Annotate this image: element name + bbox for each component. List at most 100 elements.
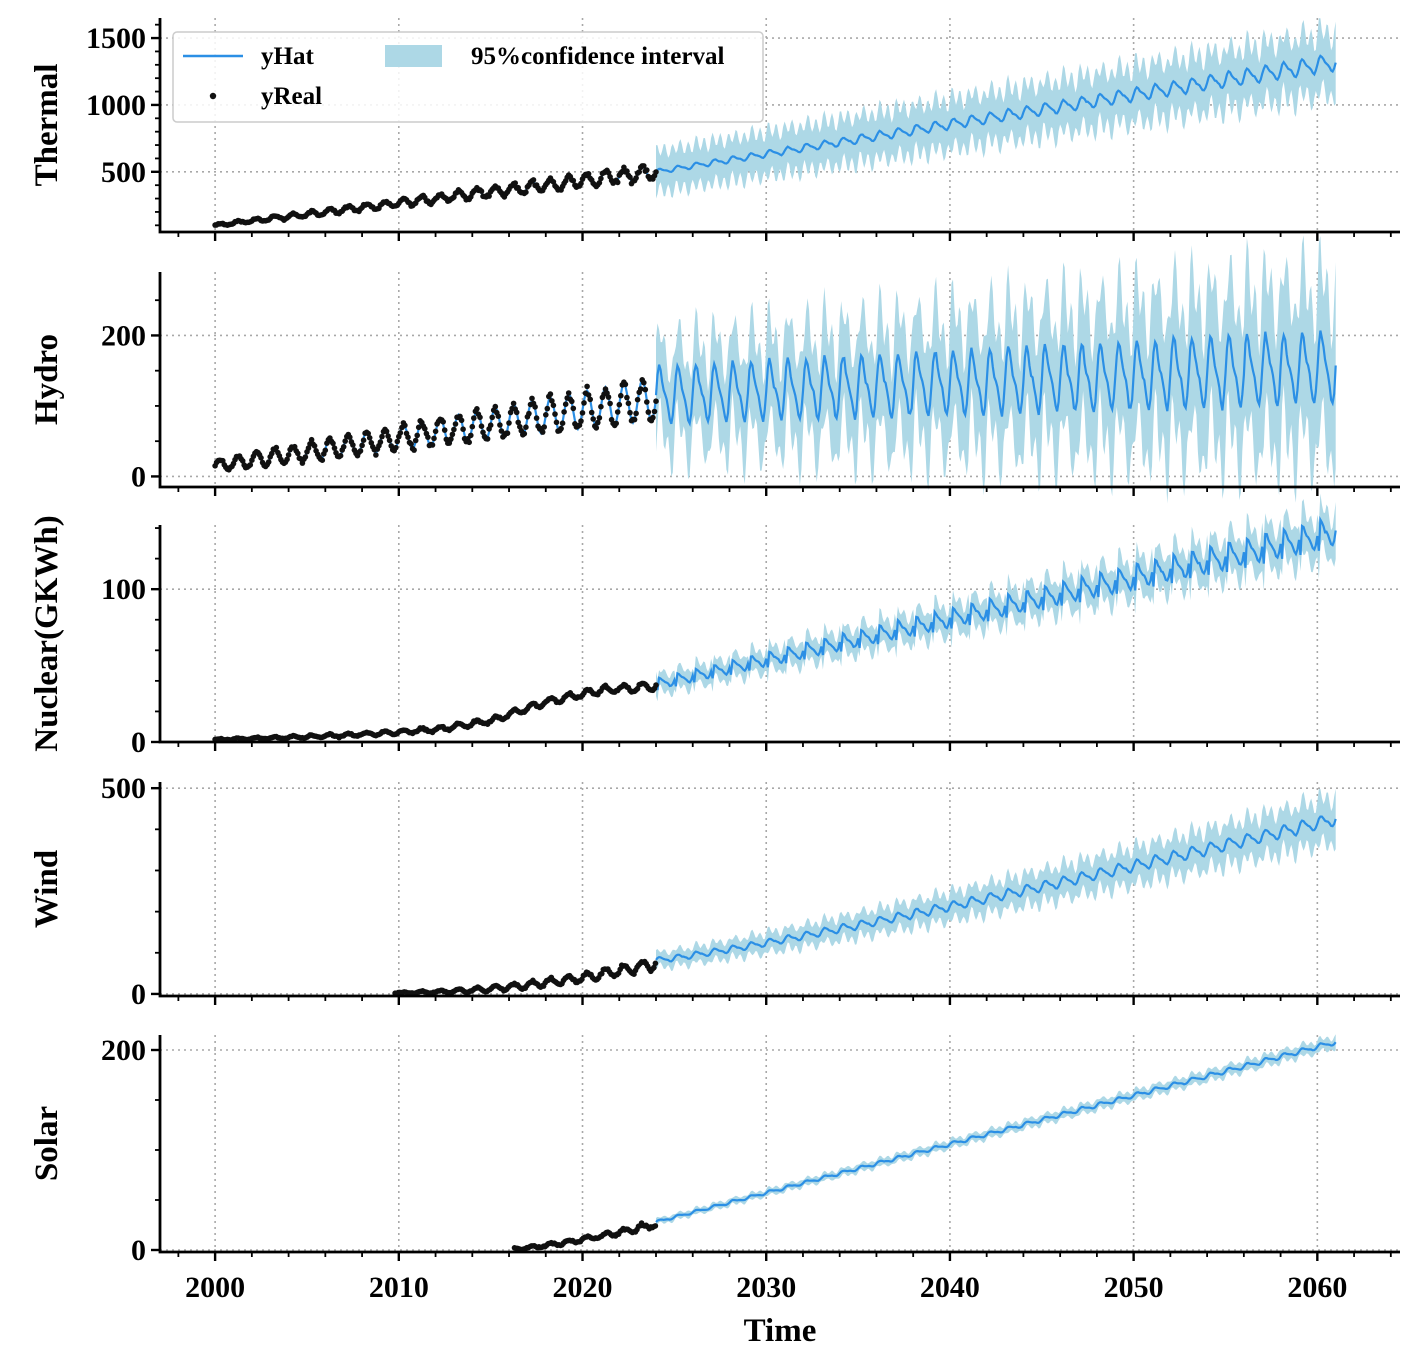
yreal-point	[492, 403, 499, 410]
yreal-point	[553, 419, 560, 426]
yreal-point	[366, 435, 373, 441]
yreal-point	[449, 431, 456, 438]
yreal-point	[565, 390, 572, 396]
yreal-points-wind	[392, 958, 659, 997]
panels: 500 1000 1500 Thermal 0 200 Hydro 0 100 Nuclear(G…	[29, 18, 1400, 1304]
yreal-point	[624, 168, 630, 174]
yreal-point	[477, 414, 483, 421]
yreal-point	[360, 437, 367, 444]
y-tick-label: 1500	[86, 22, 146, 55]
yreal-point	[284, 456, 290, 463]
yreal-point	[523, 424, 529, 431]
x-tick-label: 2020	[553, 1271, 613, 1304]
yreal-point	[331, 445, 338, 451]
y-tick-label: 200	[101, 319, 146, 352]
yreal-points-solar	[511, 1220, 659, 1253]
yreal-point	[547, 391, 554, 397]
yreal-point	[616, 401, 623, 408]
yreal-point	[587, 396, 593, 403]
yreal-point	[291, 443, 298, 450]
yreal-point	[562, 401, 569, 408]
yreal-point	[431, 435, 437, 442]
yreal-point	[273, 444, 280, 451]
y-tick-label: 0	[131, 460, 146, 493]
yreal-point	[308, 436, 315, 443]
yreal-point	[466, 439, 473, 446]
panel-solar: 0 200 2000 2010 2020 2030 2040 2050 2060 Solar	[29, 1034, 1400, 1304]
yreal-points-thermal	[212, 163, 659, 228]
yreal-point	[451, 426, 457, 433]
yreal-point	[394, 438, 401, 445]
yreal-point	[330, 440, 336, 447]
yreal-point	[605, 394, 612, 400]
y-axis-label-solar: Solar	[29, 1106, 65, 1181]
yreal-point	[337, 452, 344, 459]
yreal-point	[598, 403, 604, 410]
yreal-point	[653, 169, 659, 175]
yreal-point	[347, 434, 353, 441]
yreal-point	[543, 412, 549, 418]
yreal-point	[486, 193, 492, 199]
yreal-point	[550, 402, 557, 409]
x-axis-label: Time	[744, 1313, 817, 1349]
legend: yHat 95%confidence interval yReal	[172, 31, 764, 123]
yreal-point	[385, 433, 391, 439]
panel-nuclear: 0 100 Nuclear(GKWh)	[29, 493, 1400, 759]
x-tick-label: 2060	[1287, 1271, 1347, 1304]
yreal-point	[627, 409, 633, 416]
yreal-point	[653, 398, 659, 405]
yreal-point	[549, 398, 555, 404]
yreal-point	[357, 448, 364, 454]
yreal-point	[379, 433, 385, 440]
yreal-point	[441, 427, 448, 433]
yreal-point	[652, 960, 659, 967]
yreal-point	[359, 442, 365, 449]
yreal-point	[607, 400, 613, 407]
yreal-point	[474, 406, 480, 412]
yreal-point	[302, 454, 309, 460]
yreal-point	[265, 459, 272, 465]
yreal-point	[515, 419, 521, 426]
ci-band-nuclear	[656, 493, 1336, 702]
yreal-point	[484, 436, 491, 442]
yreal-point	[585, 171, 592, 177]
ci-band-wind	[656, 788, 1336, 971]
yreal-point	[633, 410, 639, 417]
yreal-point	[598, 175, 604, 182]
yreal-point	[570, 177, 577, 184]
x-tick-label: 2050	[1104, 1271, 1164, 1304]
yreal-point	[584, 383, 590, 390]
ci-band-thermal	[656, 18, 1336, 199]
yreal-point	[489, 414, 496, 421]
yreal-point	[305, 445, 312, 451]
yreal-point	[397, 430, 404, 436]
yreal-point	[569, 398, 575, 405]
y-axis-label-wind: Wind	[29, 850, 65, 928]
yreal-point	[541, 424, 547, 430]
yreal-point	[386, 437, 393, 444]
yreal-point	[558, 425, 564, 432]
yreal-point	[622, 381, 629, 388]
yreal-point	[552, 411, 558, 417]
yreal-point	[480, 429, 486, 436]
yreal-point	[478, 188, 485, 194]
yreal-point	[295, 450, 301, 457]
yreal-point	[425, 434, 431, 441]
yreal-point	[422, 425, 428, 432]
yreal-point	[596, 415, 603, 421]
yreal-point	[322, 447, 329, 454]
yreal-point	[561, 409, 567, 415]
yreal-point	[440, 419, 447, 425]
yreal-point	[429, 442, 436, 448]
ci-band-solar	[656, 1034, 1336, 1226]
yreal-point	[414, 432, 421, 439]
yreal-point	[469, 423, 476, 430]
yreal-point	[532, 404, 538, 410]
yreal-point	[269, 450, 275, 457]
yreal-point	[581, 400, 587, 406]
yreal-point	[239, 458, 246, 464]
yreal-point	[624, 394, 630, 401]
y-tick-label: 200	[101, 1034, 146, 1067]
x-tick-label: 2040	[920, 1271, 980, 1304]
